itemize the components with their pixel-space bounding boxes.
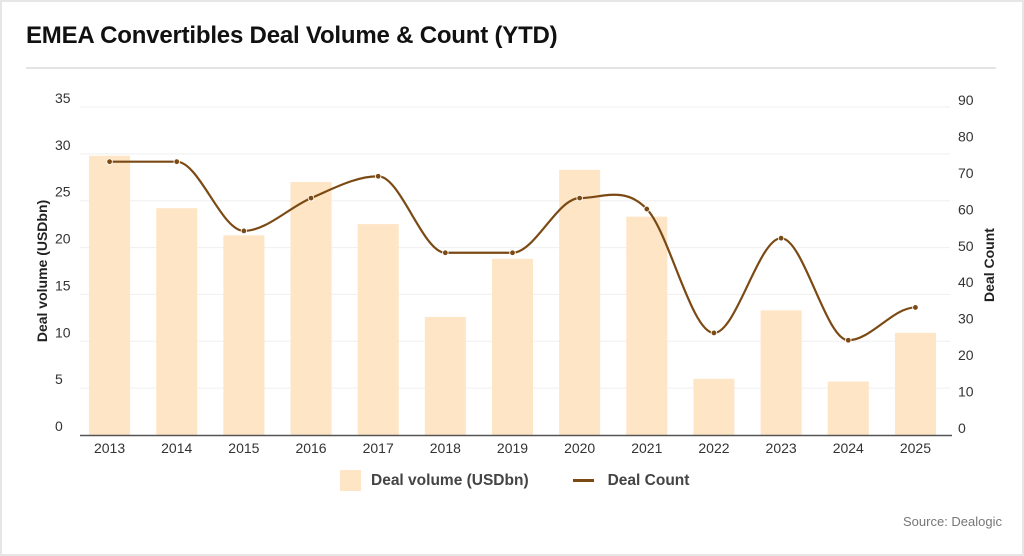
legend: Deal volume (USDbn) Deal Count bbox=[340, 470, 733, 491]
x-tick-label: 2019 bbox=[497, 440, 528, 456]
count-line bbox=[106, 158, 919, 344]
deal-count-point-2018[interactable] bbox=[442, 249, 449, 256]
right-tick-label: 60 bbox=[958, 201, 974, 217]
source-note: Source: Dealogic bbox=[903, 514, 1002, 529]
right-tick-label: 40 bbox=[958, 274, 974, 290]
x-tick-label: 2015 bbox=[228, 440, 259, 456]
volume-bar-2021[interactable] bbox=[626, 216, 668, 435]
volume-bar-2025[interactable] bbox=[894, 332, 936, 435]
right-tick-label: 80 bbox=[958, 128, 974, 144]
deal-count-point-2015[interactable] bbox=[240, 227, 248, 235]
x-tick-label: 2014 bbox=[161, 440, 192, 456]
left-tick-label: 20 bbox=[55, 231, 71, 247]
deal-count-point-2024[interactable] bbox=[845, 337, 852, 344]
left-tick-label: 10 bbox=[55, 324, 71, 340]
left-tick-label: 15 bbox=[55, 277, 71, 293]
legend-item-count[interactable]: Deal Count bbox=[572, 471, 690, 490]
legend-label-count: Deal Count bbox=[607, 471, 690, 489]
right-tick-label: 0 bbox=[958, 420, 966, 436]
deal-count-point-2022[interactable] bbox=[710, 329, 718, 337]
volume-bar-2017[interactable] bbox=[357, 224, 399, 435]
volume-bar-2013[interactable] bbox=[89, 155, 131, 435]
left-tick-label: 25 bbox=[55, 184, 71, 200]
right-tick-label: 10 bbox=[958, 384, 974, 400]
legend-item-volume[interactable]: Deal volume (USDbn) bbox=[340, 470, 529, 491]
x-tick-label: 2017 bbox=[363, 440, 394, 456]
deal-count-point-2017[interactable] bbox=[374, 173, 382, 180]
deal-count-point-2014[interactable] bbox=[173, 158, 180, 165]
x-tick-label: 2016 bbox=[295, 440, 326, 456]
x-tick-label: 2021 bbox=[631, 440, 662, 456]
right-tick-label: 50 bbox=[958, 238, 974, 254]
bar-swatch-icon bbox=[340, 470, 361, 491]
volume-bar-2020[interactable] bbox=[559, 169, 601, 435]
line-swatch-icon bbox=[572, 479, 594, 482]
deal-count-point-2016[interactable] bbox=[307, 194, 315, 202]
chart-title: EMEA Convertibles Deal Volume & Count (Y… bbox=[26, 22, 558, 49]
x-tick-label: 2022 bbox=[698, 440, 729, 456]
deal-count-point-2013[interactable] bbox=[106, 158, 113, 165]
deal-count-point-2019[interactable] bbox=[509, 249, 516, 256]
x-tick-label: 2024 bbox=[833, 440, 864, 456]
x-tick-label: 2023 bbox=[766, 440, 797, 456]
left-tick-label: 5 bbox=[55, 371, 63, 387]
left-tick-label: 35 bbox=[55, 90, 71, 106]
deal-count-point-2025[interactable] bbox=[912, 304, 919, 311]
deal-count-point-2023[interactable] bbox=[777, 234, 785, 242]
left-tick-label: 0 bbox=[55, 418, 63, 434]
right-tick-label: 70 bbox=[958, 165, 974, 181]
right-tick-label: 90 bbox=[958, 92, 974, 108]
right-axis-ticks: 0 10 20 30 40 50 60 70 80 90 bbox=[958, 92, 974, 436]
deal-count-point-2020[interactable] bbox=[576, 194, 583, 202]
volume-bar-2022[interactable] bbox=[693, 378, 735, 435]
volume-bar-2014[interactable] bbox=[156, 208, 198, 435]
deal-count-point-2021[interactable] bbox=[643, 205, 651, 213]
left-axis-ticks: 0 5 10 15 20 25 30 35 bbox=[55, 90, 71, 434]
volume-bar-2015[interactable] bbox=[223, 235, 265, 435]
right-axis-title: Deal Count bbox=[981, 228, 997, 302]
x-tick-label: 2025 bbox=[900, 440, 931, 456]
legend-label-volume: Deal volume (USDbn) bbox=[371, 471, 529, 489]
title-divider bbox=[26, 67, 996, 69]
x-tick-label: 2018 bbox=[430, 440, 461, 456]
volume-bar-2016[interactable] bbox=[290, 181, 332, 435]
x-tick-label: 2020 bbox=[564, 440, 595, 456]
x-axis-ticks: 2013 2014 2015 2016 2017 2018 2019 2020 2021 2022… bbox=[94, 440, 931, 456]
volume-bar-2024[interactable] bbox=[827, 381, 869, 435]
volume-bar-2023[interactable] bbox=[760, 310, 802, 435]
left-axis-title: Deal volume (USDbn) bbox=[34, 200, 50, 342]
volume-bar-2018[interactable] bbox=[424, 316, 466, 435]
x-tick-label: 2013 bbox=[94, 440, 125, 456]
volume-bar-2019[interactable] bbox=[492, 258, 533, 435]
right-tick-label: 30 bbox=[958, 311, 974, 327]
right-tick-label: 20 bbox=[958, 347, 974, 363]
left-tick-label: 30 bbox=[55, 137, 71, 153]
volume-bars bbox=[89, 155, 936, 435]
